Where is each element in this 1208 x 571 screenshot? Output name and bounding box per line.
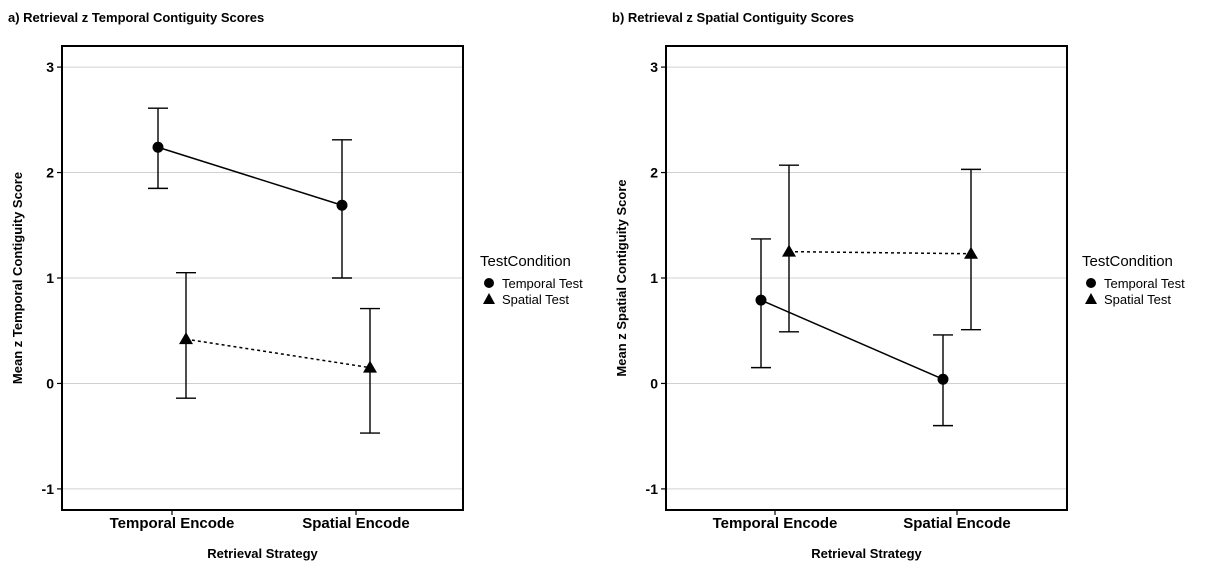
series-temporal-test: [148, 107, 352, 279]
y-tick-label: 1: [650, 270, 658, 286]
series-line: [157, 146, 343, 206]
x-tick-label: Spatial Encode: [903, 515, 1011, 532]
legend-label: Spatial Test: [502, 292, 569, 307]
legend-item: Spatial Test: [483, 292, 569, 307]
series-spatial-test: [176, 272, 380, 434]
data-point: [179, 332, 193, 345]
y-tick-label: 0: [46, 375, 54, 391]
plot-frame: [665, 45, 1068, 511]
series-line: [788, 250, 972, 255]
x-axis-title: Retrieval Strategy: [811, 546, 922, 561]
legend-label: Spatial Test: [1104, 292, 1171, 307]
y-tick-label: 3: [46, 59, 54, 75]
y-axis-title: Mean z Spatial Contiguity Score: [614, 179, 629, 376]
legend-circle-icon: [1086, 278, 1096, 288]
x-tick-label: Spatial Encode: [302, 515, 410, 532]
y-tick-label: 3: [650, 59, 658, 75]
legend-title: TestCondition: [1082, 253, 1173, 270]
legend-item: Temporal Test: [484, 276, 583, 291]
chart-panel-a: a) Retrieval z Temporal Contiguity Score…: [8, 10, 583, 561]
series-spatial-test: [779, 164, 981, 333]
legend-circle-icon: [484, 278, 494, 288]
chart-panel-b: b) Retrieval z Spatial Contiguity Scores…: [612, 10, 1185, 561]
y-tick-label: 2: [650, 165, 658, 181]
series-temporal-test: [751, 238, 953, 427]
y-tick-label: -1: [42, 481, 55, 497]
data-point: [937, 373, 949, 385]
y-tick-label: 0: [650, 375, 658, 391]
y-tick-label: 2: [46, 165, 54, 181]
data-point: [336, 199, 348, 211]
series-line: [760, 299, 944, 380]
y-axis-title: Mean z Temporal Contiguity Score: [10, 172, 25, 384]
data-point: [782, 244, 796, 257]
data-point: [755, 294, 767, 306]
x-axis-title: Retrieval Strategy: [207, 546, 318, 561]
legend-title: TestCondition: [480, 253, 571, 270]
y-tick-label: 1: [46, 270, 54, 286]
chart-title: a) Retrieval z Temporal Contiguity Score…: [8, 10, 264, 25]
legend-triangle-icon: [1085, 293, 1097, 304]
legend-item: Spatial Test: [1085, 292, 1171, 307]
legend-item: Temporal Test: [1086, 276, 1185, 291]
plot-frame: [61, 45, 464, 511]
legend-label: Temporal Test: [1104, 276, 1185, 291]
legend-triangle-icon: [483, 293, 495, 304]
series-line: [185, 338, 371, 369]
data-point: [964, 246, 978, 259]
x-tick-label: Temporal Encode: [110, 515, 235, 532]
chart-title: b) Retrieval z Spatial Contiguity Scores: [612, 10, 854, 25]
data-point: [152, 141, 164, 153]
legend-label: Temporal Test: [502, 276, 583, 291]
x-tick-label: Temporal Encode: [713, 515, 838, 532]
data-point: [363, 360, 377, 373]
y-tick-label: -1: [646, 481, 659, 497]
